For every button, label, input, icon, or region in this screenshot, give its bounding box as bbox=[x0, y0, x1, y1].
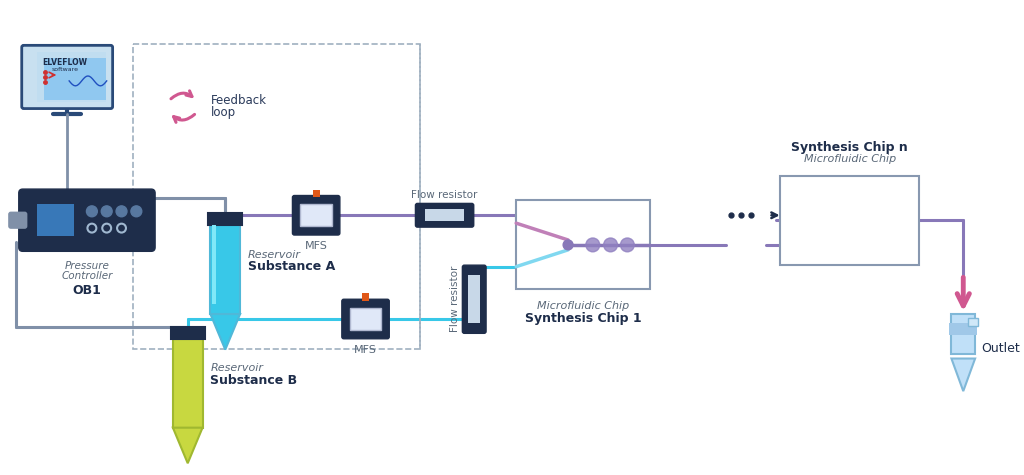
Text: Pressure: Pressure bbox=[65, 261, 110, 271]
FancyBboxPatch shape bbox=[416, 203, 474, 227]
Bar bbox=[133, 44, 420, 349]
Text: Substance B: Substance B bbox=[211, 374, 298, 387]
Bar bbox=[209, 213, 242, 225]
Bar bbox=[780, 176, 919, 265]
Bar bbox=[312, 190, 319, 198]
Text: Microfluidic Chip: Microfluidic Chip bbox=[537, 301, 629, 311]
Bar bbox=[212, 225, 216, 304]
Polygon shape bbox=[951, 359, 975, 391]
Text: OB1: OB1 bbox=[73, 284, 101, 297]
Circle shape bbox=[604, 238, 617, 252]
Bar bbox=[949, 323, 977, 335]
Circle shape bbox=[586, 238, 600, 252]
Text: Reservoir: Reservoir bbox=[211, 363, 263, 373]
Text: Reservoir: Reservoir bbox=[248, 250, 301, 260]
Circle shape bbox=[86, 206, 97, 217]
Circle shape bbox=[101, 206, 113, 217]
Bar bbox=[425, 209, 464, 221]
Bar bbox=[969, 318, 978, 326]
FancyBboxPatch shape bbox=[22, 45, 113, 109]
Text: Feedback: Feedback bbox=[211, 94, 266, 107]
Circle shape bbox=[563, 240, 573, 250]
Text: Substance A: Substance A bbox=[248, 260, 335, 273]
FancyBboxPatch shape bbox=[293, 196, 340, 235]
Circle shape bbox=[131, 206, 141, 217]
Text: MFS: MFS bbox=[354, 345, 377, 355]
Bar bbox=[211, 225, 240, 314]
FancyBboxPatch shape bbox=[463, 265, 486, 333]
Bar bbox=[300, 204, 332, 226]
Circle shape bbox=[116, 206, 127, 217]
Text: Flow resistor: Flow resistor bbox=[412, 190, 478, 200]
Text: Flow resistor: Flow resistor bbox=[451, 266, 461, 332]
Text: Synthesis Chip 1: Synthesis Chip 1 bbox=[524, 312, 641, 325]
Text: ELVEFLOW: ELVEFLOW bbox=[43, 57, 88, 67]
Text: MFS: MFS bbox=[305, 241, 328, 251]
Bar bbox=[44, 58, 105, 100]
Circle shape bbox=[621, 238, 634, 252]
Text: Microfluidic Chip: Microfluidic Chip bbox=[804, 154, 896, 164]
Bar bbox=[350, 308, 381, 330]
Bar bbox=[37, 204, 74, 236]
Text: Outlet: Outlet bbox=[981, 342, 1020, 355]
Text: Synthesis Chip n: Synthesis Chip n bbox=[792, 141, 908, 154]
Polygon shape bbox=[173, 428, 203, 463]
Polygon shape bbox=[211, 314, 240, 350]
FancyBboxPatch shape bbox=[342, 299, 389, 339]
Text: Controller: Controller bbox=[61, 271, 113, 281]
Text: loop: loop bbox=[211, 106, 236, 119]
Bar bbox=[362, 294, 369, 301]
Bar bbox=[173, 339, 203, 428]
FancyBboxPatch shape bbox=[9, 212, 27, 228]
Bar bbox=[37, 52, 105, 102]
Bar bbox=[171, 327, 205, 339]
Bar bbox=[951, 314, 975, 353]
Bar bbox=[516, 200, 649, 289]
FancyBboxPatch shape bbox=[18, 189, 155, 251]
Text: software: software bbox=[51, 66, 79, 72]
Bar bbox=[468, 275, 480, 323]
